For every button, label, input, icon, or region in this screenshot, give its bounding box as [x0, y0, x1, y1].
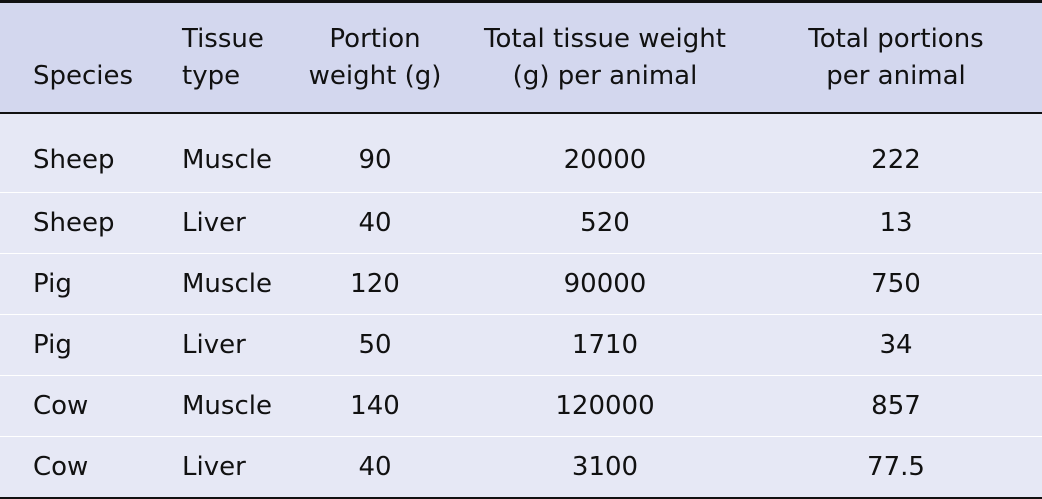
- cell-total-portions: 857: [871, 391, 921, 421]
- cell-portion-weight: 50: [358, 330, 392, 360]
- cell-portion-weight: 120: [350, 269, 400, 299]
- header-tissue-type-line-1: Tissue: [182, 23, 264, 54]
- cell-portion-weight: 40: [358, 208, 392, 238]
- table-body: Sheep Muscle 90 20000 222 Sheep Liver 40…: [0, 112, 1042, 498]
- cell-total-tissue-weight: 120000: [555, 391, 655, 421]
- header-row: Species Tissue type Portion weight (g) T…: [0, 1, 1042, 113]
- header-total-portions: Total portions per animal: [750, 2, 1042, 113]
- header-tissue-type-line-2: type: [182, 60, 241, 91]
- header-portion-weight-line-2: weight (g): [308, 60, 442, 91]
- table-row: Sheep Liver 40 520 13: [0, 192, 1042, 254]
- cell-tissue-type: Muscle: [182, 269, 272, 299]
- cell-species: Pig: [33, 269, 72, 299]
- cell-tissue-type: Liver: [182, 330, 246, 360]
- cell-species: Pig: [33, 330, 72, 360]
- header-total-tissue-weight-line-2: (g) per animal: [512, 60, 698, 91]
- header-portion-weight: Portion weight (g): [290, 2, 460, 113]
- cell-total-tissue-weight: 20000: [563, 144, 647, 175]
- header-portion-weight-line-1: Portion: [329, 23, 421, 54]
- header-tissue-type: Tissue type: [148, 2, 290, 113]
- header-species: Species: [0, 2, 148, 113]
- cell-total-portions: 34: [879, 330, 913, 360]
- cell-total-tissue-weight: 3100: [571, 451, 639, 482]
- cell-total-portions: 13: [879, 208, 913, 238]
- cell-tissue-type: Muscle: [182, 391, 272, 421]
- table-row: Sheep Muscle 90 20000 222: [0, 112, 1042, 193]
- cell-total-tissue-weight: 90000: [563, 269, 647, 299]
- header-total-portions-line-2: per animal: [826, 60, 966, 91]
- table-row: Pig Liver 50 1710 34: [0, 314, 1042, 376]
- table-row: Cow Liver 40 3100 77.5: [0, 436, 1042, 498]
- cell-total-portions: 222: [871, 144, 921, 175]
- cell-total-tissue-weight: 1710: [571, 330, 639, 360]
- header-species-line-1: Species: [33, 60, 134, 91]
- cell-total-portions: 77.5: [867, 451, 925, 482]
- cell-total-portions: 750: [871, 269, 921, 299]
- cell-tissue-type: Muscle: [182, 144, 272, 175]
- header-total-tissue-weight: Total tissue weight (g) per animal: [460, 2, 750, 113]
- cell-species: Sheep: [33, 144, 115, 175]
- cell-total-tissue-weight: 520: [580, 208, 630, 238]
- cell-portion-weight: 140: [350, 391, 400, 421]
- cell-tissue-type: Liver: [182, 208, 246, 238]
- header-total-portions-line-1: Total portions: [808, 23, 984, 54]
- cell-portion-weight: 40: [358, 451, 392, 482]
- cell-tissue-type: Liver: [182, 451, 246, 482]
- table-row: Cow Muscle 140 120000 857: [0, 375, 1042, 437]
- header-total-tissue-weight-line-1: Total tissue weight: [484, 23, 726, 54]
- cell-species: Cow: [33, 391, 89, 421]
- table-header: Species Tissue type Portion weight (g) T…: [0, 1, 1042, 113]
- cell-portion-weight: 90: [358, 144, 392, 175]
- cell-species: Cow: [33, 451, 89, 482]
- cell-species: Sheep: [33, 208, 115, 238]
- table-row: Pig Muscle 120 90000 750: [0, 253, 1042, 315]
